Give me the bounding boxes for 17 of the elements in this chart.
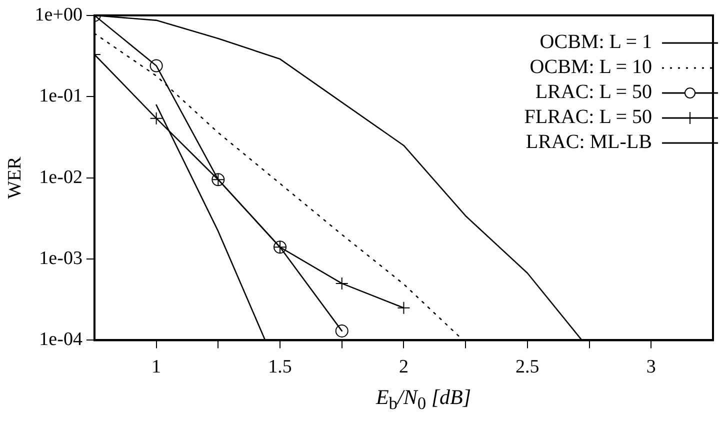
x-tick-label: 2: [398, 356, 408, 378]
x-tick-label: 1.5: [268, 356, 292, 378]
legend-label: LRAC: L = 50: [535, 80, 652, 105]
x-tick-label: 1: [152, 356, 162, 378]
x-axis-title: E$_{b}$/N$_{0}$ [dB]: [374, 385, 472, 414]
legend-label: LRAC: ML-LB: [526, 130, 652, 155]
legend-label: OCBM: L = 10: [530, 55, 652, 80]
y-axis-title: WER: [4, 156, 26, 199]
y-tick-label: 1e-01: [39, 86, 82, 107]
y-tick-label: 1e-03: [39, 248, 82, 269]
legend-label: FLRAC: L = 50: [524, 105, 652, 130]
x-tick-label: 2.5: [516, 356, 540, 378]
y-tick-label: 1e-04: [39, 329, 83, 350]
x-tick-label: 3: [646, 356, 656, 378]
y-tick-label: 1e-02: [39, 166, 82, 188]
y-tick-label: 1e+00: [34, 4, 82, 26]
legend-label: OCBM: L = 1: [540, 30, 652, 55]
